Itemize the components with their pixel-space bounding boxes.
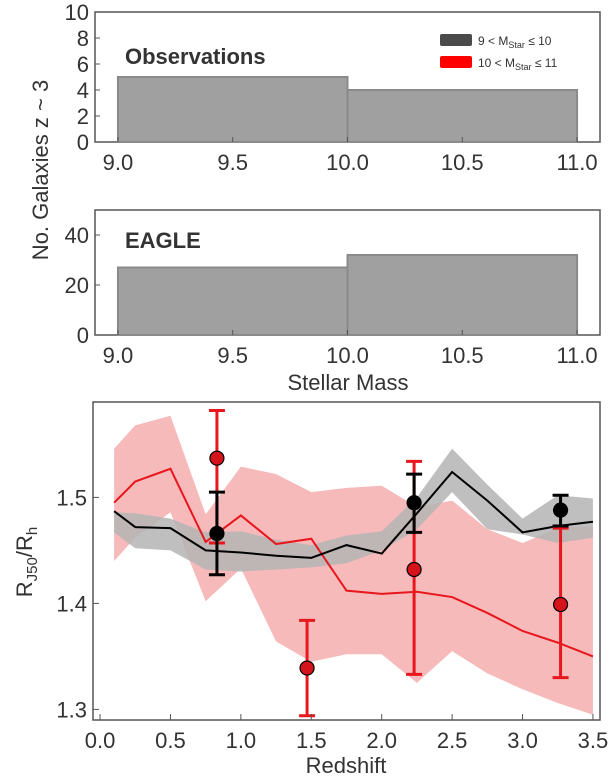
redshift-plot-frame <box>92 401 601 721</box>
eagle-ytick-label-1: 20 <box>65 273 89 298</box>
legend-label-high-mass: 10 < MStar ≤ 11 <box>478 56 558 72</box>
high-mass-point-0 <box>209 450 225 466</box>
eagle-xlabel: Stellar Mass <box>287 370 408 395</box>
redshift-ytick-label-1: 1.4 <box>56 591 87 616</box>
eagle-xtick-label-3: 10.5 <box>441 343 484 368</box>
eagle-ytick-label-0: 0 <box>77 323 89 348</box>
obs-ytick-label-0: 0 <box>77 130 89 155</box>
redshift-xtick-label-4: 2.0 <box>366 728 397 753</box>
obs-bar-0 <box>116 76 349 143</box>
eagle-xtick-label-0: 9.0 <box>103 343 134 368</box>
obs-xtick-label-4: 11.0 <box>556 150 597 175</box>
obs-xtick-label-0: 9.0 <box>103 150 134 175</box>
redshift-xtick-label-3: 1.5 <box>296 728 327 753</box>
eagle-xtick-label-1: 9.5 <box>217 343 248 368</box>
redshift-ytick-label-0: 1.3 <box>56 697 87 722</box>
obs-bar-1 <box>346 89 579 143</box>
high-mass-point-2 <box>406 561 422 578</box>
obs-xtick-label-1: 9.5 <box>217 150 248 175</box>
high-mass-median-line <box>113 467 594 658</box>
redshift-xtick-label-6: 3.0 <box>507 728 538 753</box>
high-mass-point-3 <box>552 596 569 613</box>
eagle-panel-label: EAGLE <box>125 228 201 253</box>
obs-ytick-label-5: 10 <box>65 0 89 25</box>
redshift-xtick-label-1: 0.5 <box>155 728 186 753</box>
low-mass-median-line <box>113 470 594 559</box>
redshift-ytick-label-2: 1.5 <box>56 485 87 510</box>
shared-ylabel: No. Galaxies z ~ 3 <box>28 80 53 260</box>
redshift-ylabel: RJ50/Rh <box>12 527 41 597</box>
obs-xtick-label-2: 10.0 <box>326 150 369 175</box>
legend-label-low-mass: 9 < MStar ≤ 10 <box>478 34 552 50</box>
eagle-xtick-label-4: 11.0 <box>556 343 597 368</box>
obs-ytick-label-2: 4 <box>77 78 89 103</box>
redshift-xtick-label-2: 1.0 <box>226 728 257 753</box>
obs-ytick-label-4: 8 <box>77 26 89 51</box>
legend-swatch-low-mass <box>440 34 472 46</box>
redshift-xtick-label-7: 3.5 <box>578 728 609 753</box>
legend: 9 < MStar ≤ 10 10 < MStar ≤ 11 <box>440 34 558 72</box>
low-mass-point-2 <box>552 502 569 518</box>
redshift-xtick-label-5: 2.5 <box>437 728 468 753</box>
redshift-xtick-label-0: 0.0 <box>85 728 116 753</box>
obs-ytick-label-3: 6 <box>77 52 89 77</box>
obs-xtick-label-3: 10.5 <box>441 150 484 175</box>
eagle-xtick-label-2: 10.0 <box>326 343 369 368</box>
high-mass-point-1 <box>299 660 315 676</box>
obs-ytick-label-1: 2 <box>77 104 89 129</box>
observations-panel-label: Observations <box>125 44 266 69</box>
eagle-bar-1 <box>346 254 579 336</box>
high-mass-band <box>114 415 593 715</box>
legend-swatch-high-mass <box>440 56 472 68</box>
eagle-bar-0 <box>116 266 349 336</box>
redshift-xlabel: Redshift <box>306 753 387 778</box>
low-mass-band <box>114 448 593 572</box>
eagle-panel: 9.0 9.5 10.0 10.5 11.0 0 20 40 EAGLE Stellar Ma… <box>65 209 601 395</box>
low-mass-point-0 <box>209 525 225 542</box>
redshift-panel: 0.0 0.5 1.0 1.5 2.0 2.5 3.0 3.5 1.3 1.4 1.5 RJ50/R… <box>12 401 609 778</box>
eagle-ytick-label-2: 40 <box>65 223 89 248</box>
low-mass-point-1 <box>406 495 422 511</box>
